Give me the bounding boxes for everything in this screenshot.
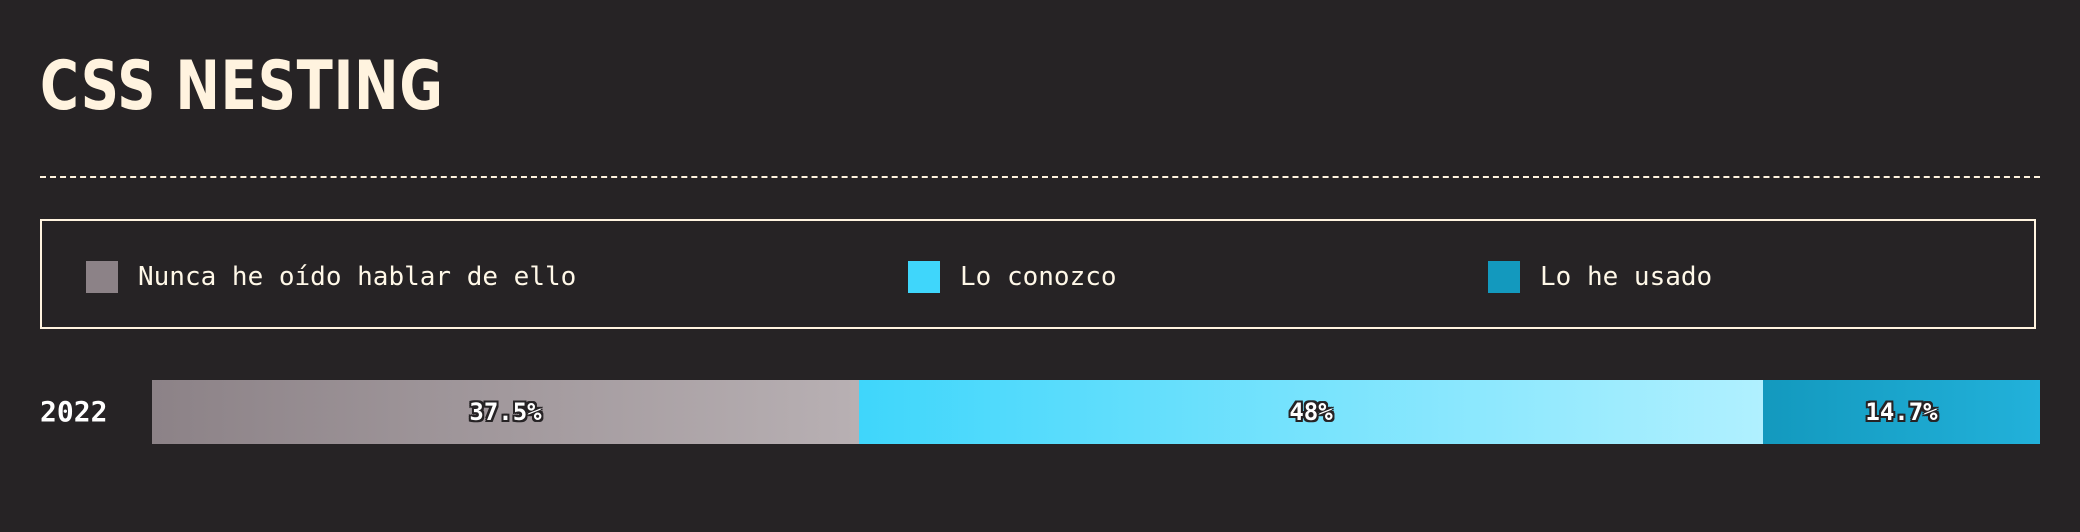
chart-title: CSS NESTING bbox=[40, 47, 444, 126]
legend-swatch-never-heard bbox=[86, 261, 118, 293]
legend: Nunca he oído hablar de ello Lo conozco … bbox=[40, 219, 2036, 329]
legend-swatch-know-it bbox=[908, 261, 940, 293]
data-label-know-it: 48% bbox=[1289, 398, 1333, 426]
data-label-never-heard: 37.5% bbox=[469, 398, 542, 426]
legend-item-used-it[interactable]: Lo he usado bbox=[1488, 261, 1712, 293]
bar-segment-used-it[interactable]: 14.7% bbox=[1763, 380, 2040, 444]
legend-item-know-it[interactable]: Lo conozco bbox=[908, 261, 1117, 293]
stacked-bar: 37.5% 48% 14.7% bbox=[152, 380, 2040, 444]
data-label-used-it: 14.7% bbox=[1865, 398, 1938, 426]
row-label-2022: 2022 bbox=[40, 395, 108, 428]
bar-segment-never-heard[interactable]: 37.5% bbox=[152, 380, 859, 444]
title-divider bbox=[40, 176, 2040, 178]
legend-label-never-heard: Nunca he oído hablar de ello bbox=[138, 262, 577, 292]
legend-label-used-it: Lo he usado bbox=[1540, 262, 1713, 292]
legend-swatch-used-it bbox=[1488, 261, 1520, 293]
bar-segment-know-it[interactable]: 48% bbox=[859, 380, 1763, 444]
legend-label-know-it: Lo conozco bbox=[960, 262, 1117, 292]
legend-item-never-heard[interactable]: Nunca he oído hablar de ello bbox=[86, 261, 576, 293]
bar-row: 2022 37.5% 48% 14.7% bbox=[40, 380, 2040, 444]
